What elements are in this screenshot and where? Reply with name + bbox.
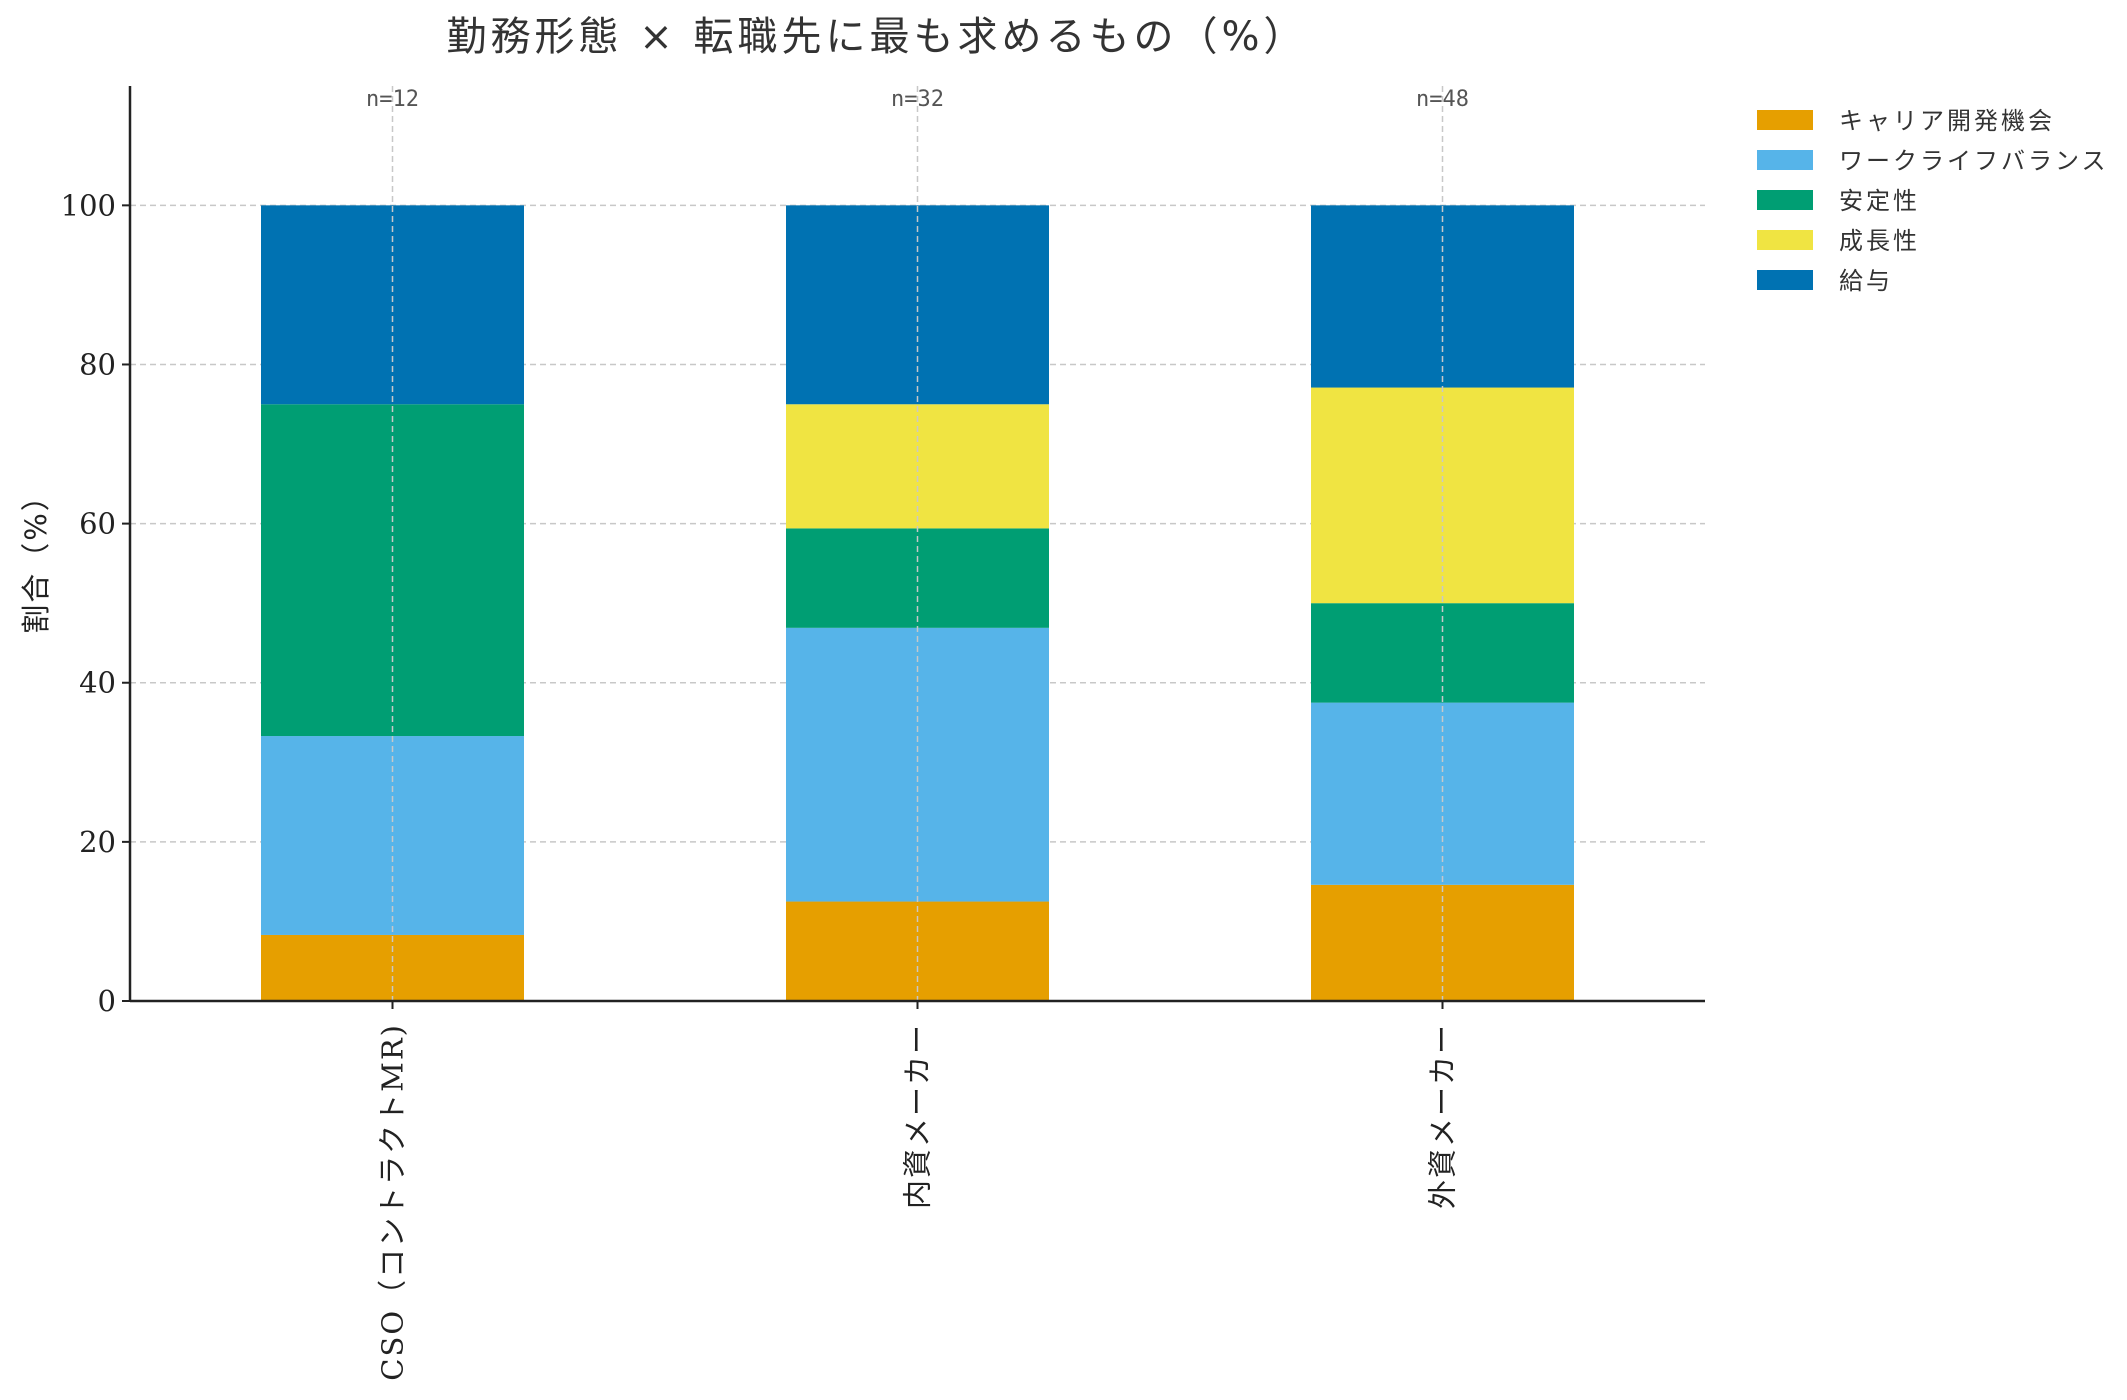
- legend-label: 安定性: [1839, 187, 1920, 215]
- x-tick-label: CSO（コントラクトMR): [376, 1023, 410, 1381]
- y-tick-label: 60: [79, 507, 116, 541]
- sample-size-label: n=12: [366, 87, 419, 112]
- y-tick-label: 20: [79, 825, 116, 859]
- y-tick-label: 80: [79, 347, 116, 381]
- legend-label: 成長性: [1839, 227, 1920, 255]
- legend-swatch: [1757, 110, 1813, 130]
- legend-swatch: [1757, 270, 1813, 290]
- bar-segment: [261, 205, 524, 405]
- y-tick-label: 0: [98, 984, 116, 1018]
- y-tick-label: 40: [79, 666, 116, 700]
- x-tick-label: 外資メーカー: [1426, 1023, 1460, 1209]
- legend-swatch: [1757, 150, 1813, 170]
- y-axis-label: 割合（%）: [19, 480, 53, 634]
- bar-segment: [261, 736, 524, 935]
- x-tick-label: 内資メーカー: [901, 1023, 935, 1209]
- bar-segment: [1311, 884, 1574, 1001]
- bar-segment: [786, 205, 1049, 405]
- legend-label: 給与: [1839, 267, 1893, 295]
- axis-labels: 0 20 40 60 80 100 CSO（コントラクトMR) n=12 内資メーカー n=32 外…: [61, 87, 1469, 1381]
- sample-size-label: n=32: [891, 87, 944, 112]
- y-tick-label: 100: [61, 188, 116, 222]
- bar-segment: [1311, 702, 1574, 885]
- bar-segment: [786, 627, 1049, 902]
- sample-size-label: n=48: [1416, 87, 1469, 112]
- legend-label: ワークライフバランス: [1839, 147, 2109, 175]
- chart-title: 勤務形態 × 転職先に最も求めるもの（%）: [447, 14, 1308, 60]
- vertical-grid-lines: [391, 86, 1444, 1001]
- legend-label: キャリア開発機会: [1839, 107, 2055, 135]
- axes: [128, 86, 1705, 1009]
- legend-swatch: [1757, 230, 1813, 250]
- legend-swatch: [1757, 190, 1813, 210]
